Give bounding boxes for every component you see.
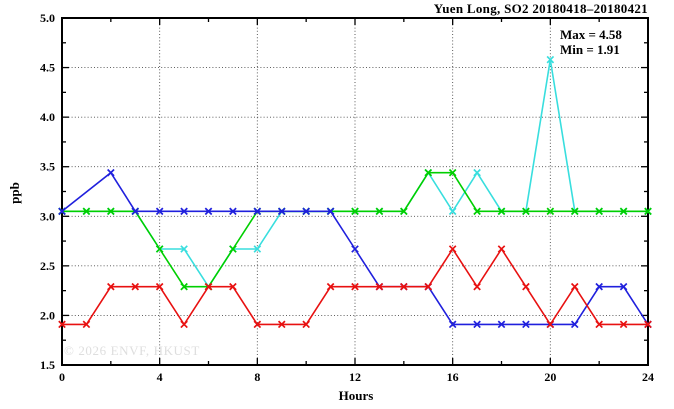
x-tick-label: 20 — [544, 370, 556, 384]
blue-series-line — [61, 171, 649, 326]
watermark: © 2026 ENVF, HKUST — [64, 343, 200, 358]
y-axis-label: ppb — [7, 182, 22, 204]
x-axis-label: Hours — [338, 388, 374, 403]
y-tick-label: 5.0 — [40, 11, 55, 25]
y-tick-label: 2.0 — [40, 308, 55, 322]
red-series-markers — [58, 245, 652, 329]
x-tick-label: 24 — [642, 370, 654, 384]
x-tick-label: 8 — [254, 370, 260, 384]
x-tick-label: 12 — [349, 370, 361, 384]
y-tick-label: 4.0 — [40, 110, 55, 124]
y-tick-label: 4.5 — [40, 61, 55, 75]
minmax-annotation: Max = 4.58 Min = 1.91 — [560, 27, 622, 57]
blue-series-markers — [58, 168, 652, 329]
y-axis-label-wrap: ppb — [2, 180, 28, 206]
x-tick-label: 4 — [157, 370, 163, 384]
y-tick-label: 3.5 — [40, 160, 55, 174]
min-annotation: Min = 1.91 — [560, 42, 620, 57]
y-tick-label: 3.0 — [40, 209, 55, 223]
max-annotation: Max = 4.58 — [560, 27, 622, 42]
y-tick-label: 1.5 — [40, 358, 55, 372]
cyan-series-line — [62, 59, 648, 289]
chart-title: Yuen Long, SO2 20180418–20180421 — [433, 1, 648, 16]
y-tick-label: 2.5 — [40, 259, 55, 273]
x-tick-label: 16 — [447, 370, 459, 384]
x-tick-label: 0 — [59, 370, 65, 384]
